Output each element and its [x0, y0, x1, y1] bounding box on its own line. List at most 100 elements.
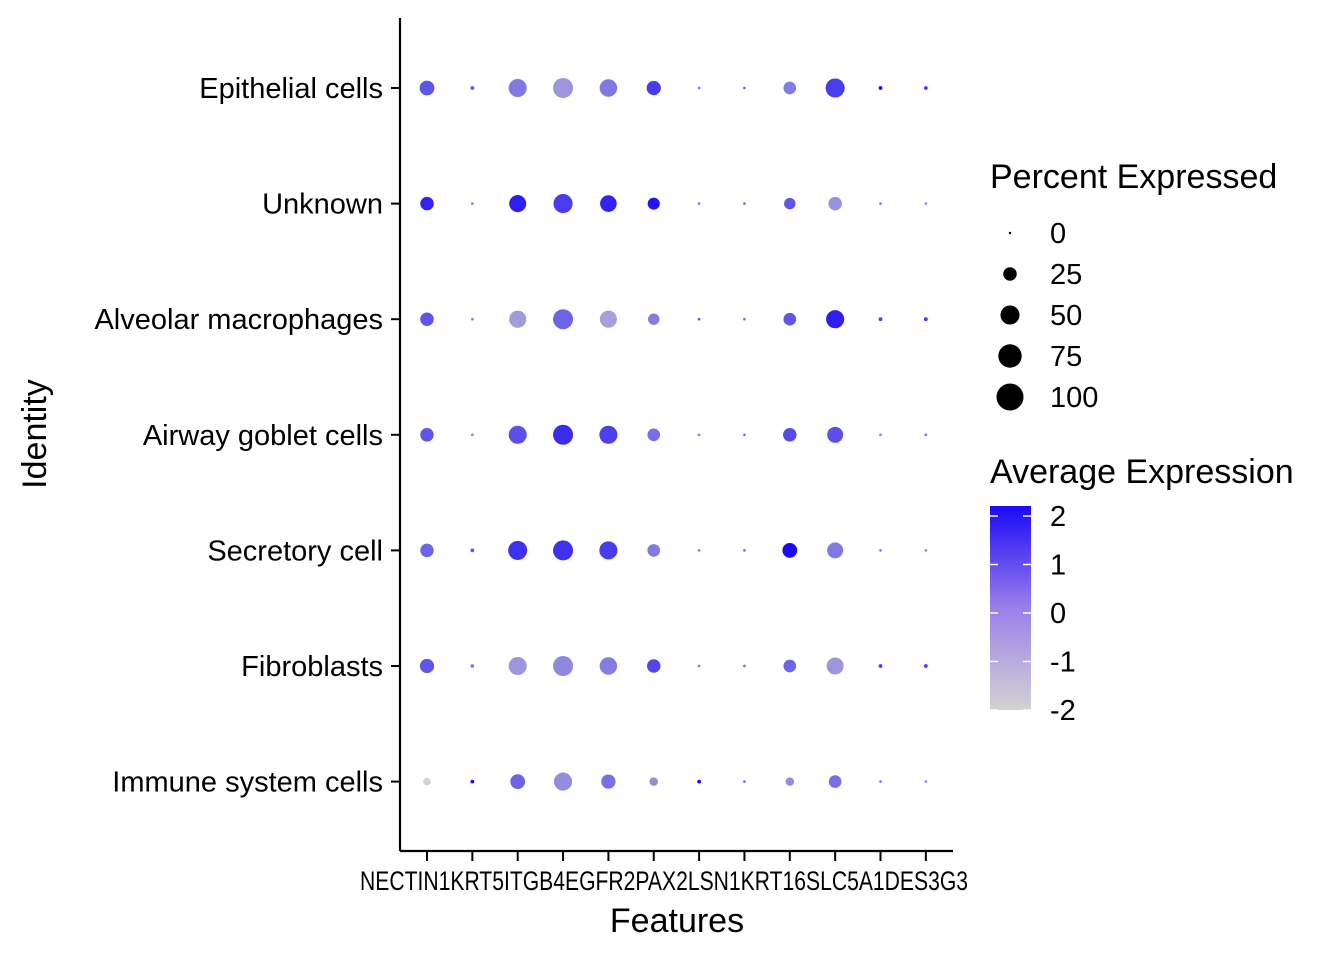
dot-pax2-6	[649, 777, 659, 786]
dot-sg3-4	[924, 549, 928, 552]
size-legend-label: 100	[1050, 382, 1098, 414]
dot-krt16-0	[743, 86, 746, 90]
dot-pax2-1	[647, 197, 660, 210]
dot-nectin1-0	[419, 80, 435, 96]
dot-krt5-0	[470, 86, 475, 90]
dot-des-3	[879, 433, 882, 437]
dot-nectin1-3	[420, 428, 434, 442]
dot-spc1-1	[784, 197, 796, 210]
x-tick-labels: NECTIN1KRT5ITGB4EGFR2PAX2LSN1KRT16SLC5A1…	[360, 866, 968, 896]
dot-nectin1-4	[420, 543, 434, 558]
color-legend-label: 0	[1050, 598, 1066, 630]
dot-krt16-3	[743, 433, 746, 437]
dot-nectin1-5	[419, 658, 435, 674]
dot-des-6	[879, 780, 882, 783]
dot-pax2-3	[647, 428, 661, 442]
dot-itgb4-3	[508, 425, 527, 444]
size-legend-label: 75	[1050, 341, 1082, 373]
dot-tp63-2	[599, 310, 617, 328]
y-tick-label: Secretory cell	[207, 535, 383, 567]
dot-des-0	[878, 86, 883, 90]
color-legend-title: Average Expression	[990, 453, 1294, 491]
dot-krt16-1	[743, 202, 746, 205]
dot-tp63-4	[599, 541, 618, 560]
size-legend-label: 50	[1050, 300, 1082, 332]
dot-egfr-4	[553, 540, 574, 561]
dot-nectin1-2	[420, 312, 434, 326]
x-ticks	[426, 851, 927, 861]
dot-slc5a1-5	[826, 657, 844, 675]
dot-krt16-4	[743, 549, 746, 552]
x-axis-title: Features	[610, 902, 744, 940]
dot-itgb4-1	[509, 195, 527, 213]
axes-layer	[398, 18, 953, 853]
dot-slc5a1-6	[828, 775, 842, 788]
y-tick-label: Epithelial cells	[199, 73, 383, 105]
dot-slc5a1-1	[828, 196, 842, 211]
dot-spc1-4	[782, 543, 798, 558]
color-legend-label: 2	[1050, 501, 1066, 533]
dot-egfr-2	[553, 309, 574, 330]
dot-krt5-1	[471, 202, 474, 205]
dot-sg3-0	[923, 86, 928, 90]
dot-slc5a1-4	[827, 542, 844, 559]
dot-lsn1-0	[697, 86, 701, 90]
dot-egfr-0	[553, 77, 574, 99]
dot-tp63-1	[600, 195, 617, 212]
size-legend-label: 25	[1050, 259, 1082, 291]
dot-itgb4-5	[508, 656, 527, 676]
dot-krt5-6	[470, 779, 475, 784]
dot-itgb4-6	[510, 774, 526, 789]
dot-slc5a1-2	[826, 310, 845, 329]
size-legend-label: 0	[1050, 218, 1066, 250]
dot-krt5-3	[471, 433, 474, 437]
color-legend-label: -1	[1050, 647, 1076, 679]
color-legend: Average Expression 2 1 0 -1 -2	[990, 453, 1294, 727]
dot-itgb4-2	[509, 310, 527, 328]
dot-des-2	[878, 317, 883, 322]
dots-layer	[419, 77, 928, 791]
dot-sg3-3	[924, 433, 928, 437]
y-tick-label: Unknown	[262, 189, 383, 221]
dot-itgb4-4	[508, 540, 528, 560]
dot-lsn1-4	[697, 549, 701, 552]
size-legend-dot	[1000, 305, 1020, 325]
size-legend-title: Percent Expressed	[990, 158, 1277, 196]
dot-krt5-5	[470, 664, 475, 668]
size-legend-items: 0 25 50 75 100	[996, 218, 1098, 414]
dot-itgb4-0	[508, 78, 527, 98]
dot-des-1	[879, 202, 882, 205]
dot-pax2-5	[647, 659, 661, 673]
dot-krt16-5	[743, 664, 746, 668]
dot-slc5a1-3	[827, 426, 844, 443]
dot-spc1-6	[785, 777, 795, 786]
dot-pax2-4	[647, 544, 661, 557]
dot-lsn1-6	[697, 779, 702, 784]
dot-egfr-5	[553, 655, 574, 677]
dot-krt16-2	[743, 317, 746, 321]
dot-spc1-3	[783, 428, 797, 442]
dot-pax2-2	[648, 313, 660, 325]
color-legend-label: -2	[1050, 695, 1076, 727]
dot-sg3-2	[923, 317, 928, 322]
dot-lsn1-1	[697, 202, 701, 205]
y-tick-label: Airway goblet cells	[143, 420, 383, 452]
dot-pax2-0	[646, 80, 661, 96]
dot-krt5-4	[470, 548, 475, 553]
dot-tp63-6	[601, 774, 616, 789]
y-tick-label: Fibroblasts	[241, 651, 383, 683]
dot-egfr-3	[553, 424, 574, 445]
dot-egfr-1	[553, 194, 573, 214]
y-tick-labels: Epithelial cells Unknown Alveolar macropha…	[94, 73, 400, 799]
y-tick-label: Alveolar macrophages	[94, 304, 383, 336]
dot-sg3-1	[924, 202, 928, 205]
dot-krt16-6	[743, 780, 746, 783]
dot-nectin1-6	[423, 777, 431, 786]
dot-sg3-5	[923, 664, 928, 668]
dot-tp63-3	[599, 425, 618, 444]
dot-tp63-5	[599, 657, 618, 675]
size-legend-dot	[1003, 267, 1017, 281]
dot-lsn1-2	[697, 317, 701, 321]
size-legend: Percent Expressed 0 25 50 75 100	[990, 158, 1277, 414]
